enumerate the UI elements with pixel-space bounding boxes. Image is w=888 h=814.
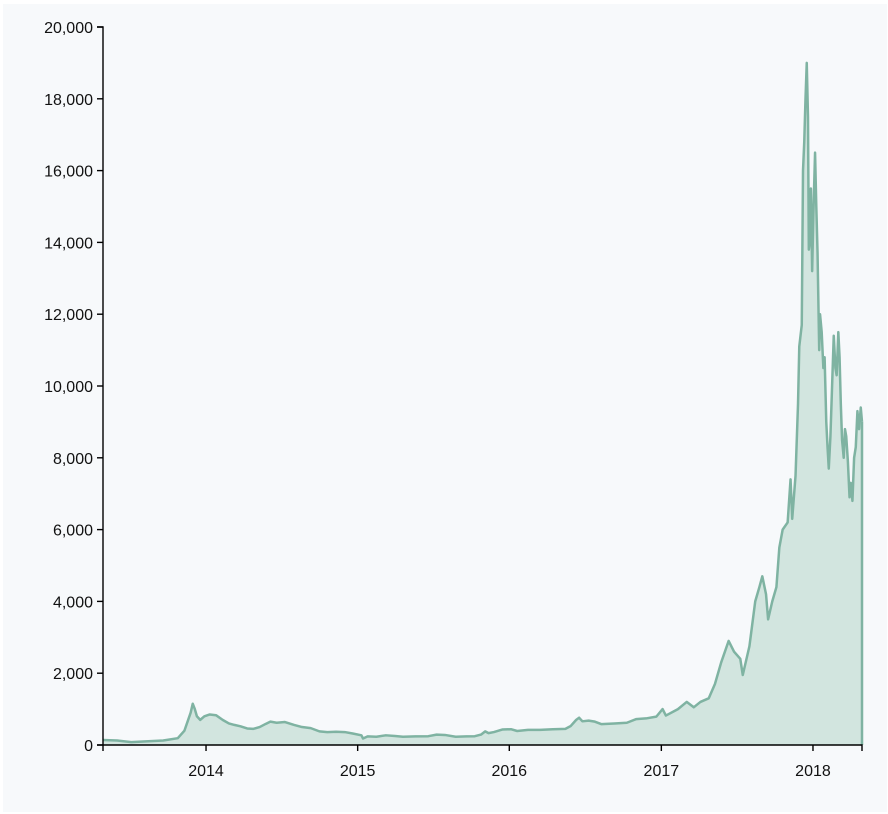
y-tick-label: 8,000 bbox=[53, 451, 93, 468]
area-fill bbox=[103, 62, 862, 745]
y-tick-label: 12,000 bbox=[44, 307, 93, 324]
y-tick-label: 20,000 bbox=[44, 20, 93, 37]
x-tick-label: 2018 bbox=[795, 763, 831, 780]
x-tick-label: 2016 bbox=[491, 763, 527, 780]
series-line bbox=[102, 61, 864, 744]
y-tick-label: 0 bbox=[84, 738, 93, 755]
y-tick-label: 2,000 bbox=[53, 666, 93, 683]
x-axis: 2014 2015 2016 2017 2018 bbox=[102, 744, 863, 780]
x-axis-line bbox=[102, 744, 863, 751]
x-tick-label: 2015 bbox=[340, 763, 376, 780]
y-tick-label: 16,000 bbox=[44, 164, 93, 181]
x-tick-label: 2014 bbox=[188, 763, 224, 780]
y-tick-label: 10,000 bbox=[44, 379, 93, 396]
y-tick-label: 4,000 bbox=[53, 594, 93, 611]
y-tick-label: 6,000 bbox=[53, 523, 93, 540]
y-tick-label: 18,000 bbox=[44, 92, 93, 109]
y-axis: 0 2,000 4,000 6,000 8,000 10,000 12,000 14,000 1… bbox=[44, 20, 104, 755]
y-tick-label: 14,000 bbox=[44, 235, 93, 252]
x-tick-label: 2017 bbox=[644, 763, 680, 780]
